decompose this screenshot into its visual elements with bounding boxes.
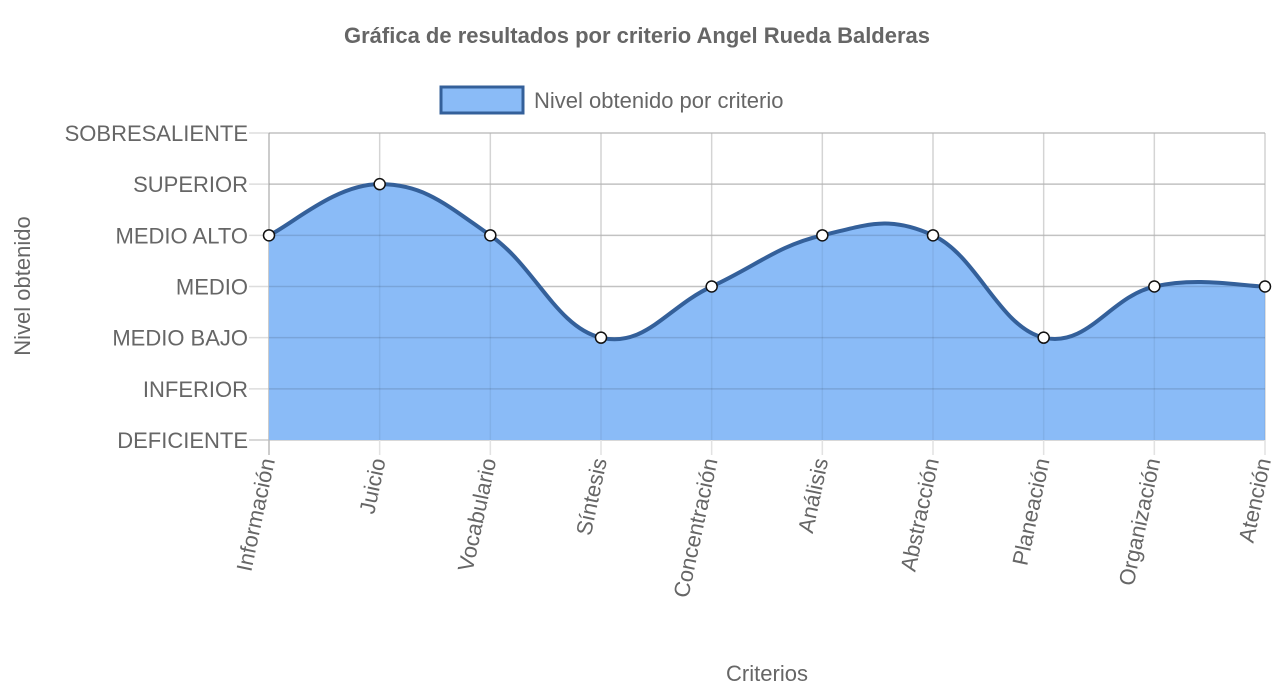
data-point[interactable]: [484, 229, 497, 242]
y-tick-label: SUPERIOR: [133, 172, 248, 197]
y-tick-label: MEDIO: [176, 275, 248, 300]
legend-swatch[interactable]: [439, 85, 525, 115]
x-tick-label: Síntesis: [571, 456, 612, 538]
series-line: [268, 182, 1266, 342]
x-tick-label: Vocabulario: [453, 456, 501, 574]
series-area: [269, 184, 1265, 440]
y-tick-label: SOBRESALIENTE: [65, 121, 248, 146]
x-tick-label: Abstracción: [896, 456, 944, 574]
y-tick-label: MEDIO BAJO: [112, 326, 248, 351]
chart-title: Gráfica de resultados por criterio Angel…: [344, 23, 930, 48]
data-point[interactable]: [705, 280, 718, 293]
data-point[interactable]: [1037, 331, 1050, 344]
data-point[interactable]: [373, 177, 386, 191]
legend[interactable]: Nivel obtenido por criterio: [439, 85, 783, 115]
data-point[interactable]: [262, 229, 276, 242]
y-tick-label: INFERIOR: [143, 377, 248, 402]
x-tick-label: Organización: [1114, 456, 1165, 588]
data-point[interactable]: [1148, 280, 1161, 293]
x-tick-label: Concentración: [669, 456, 723, 600]
y-tick-label: MEDIO ALTO: [116, 223, 248, 248]
legend-label[interactable]: Nivel obtenido por criterio: [534, 88, 783, 113]
y-axis-title: Nivel obtenido: [10, 216, 35, 355]
data-points: [262, 177, 1272, 344]
x-tick-label: Atención: [1234, 456, 1274, 545]
data-point[interactable]: [1258, 280, 1272, 293]
data-point[interactable]: [816, 229, 829, 242]
x-tick-label: Planeación: [1007, 456, 1054, 568]
data-point[interactable]: [594, 331, 608, 344]
x-tick-label: Información: [232, 456, 280, 574]
x-tick-label: Análisis: [793, 456, 833, 535]
data-point[interactable]: [926, 229, 940, 242]
x-axis-title: Criterios: [726, 661, 808, 686]
y-tick-label: DEFICIENTE: [117, 428, 248, 453]
x-axis: Información Juicio Vocabulario Síntesis Conc…: [232, 456, 1274, 600]
x-tick-label: Juicio: [354, 456, 390, 516]
y-axis: DEFICIENTE INFERIOR MEDIO BAJO MEDIO MEDIO A…: [65, 121, 248, 453]
area-layer: [268, 132, 1266, 440]
